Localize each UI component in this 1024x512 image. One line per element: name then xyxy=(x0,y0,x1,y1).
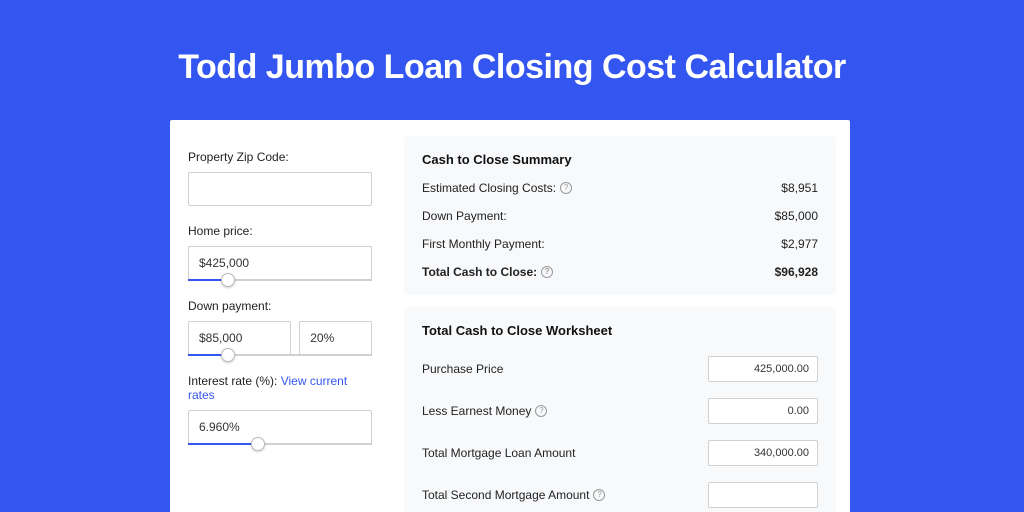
home-price-slider-thumb[interactable] xyxy=(221,273,235,287)
down-payment-slider[interactable] xyxy=(188,354,372,356)
worksheet-value-input[interactable] xyxy=(708,482,818,508)
home-price-field-group: Home price: xyxy=(188,224,372,281)
zip-label: Property Zip Code: xyxy=(188,150,372,164)
summary-row-label: First Monthly Payment: xyxy=(422,237,545,251)
worksheet-label-text: Purchase Price xyxy=(422,362,503,376)
worksheet-label-text: Less Earnest Money xyxy=(422,404,531,418)
summary-label-text: Estimated Closing Costs: xyxy=(422,181,556,195)
results-panel: Cash to Close Summary Estimated Closing … xyxy=(390,120,850,512)
calculator-card: Property Zip Code: Home price: Down paym… xyxy=(170,120,850,512)
worksheet-value-input[interactable] xyxy=(708,440,818,466)
summary-row-value: $85,000 xyxy=(775,209,818,223)
interest-rate-field-group: Interest rate (%): View current rates xyxy=(188,374,372,445)
summary-row-value: $8,951 xyxy=(781,181,818,195)
worksheet-block: Total Cash to Close Worksheet Purchase P… xyxy=(404,307,836,512)
interest-rate-input[interactable] xyxy=(188,410,372,444)
summary-label-text: Total Cash to Close: xyxy=(422,265,537,279)
worksheet-label-text: Total Mortgage Loan Amount xyxy=(422,446,575,460)
interest-rate-slider-fill xyxy=(188,443,258,445)
worksheet-title: Total Cash to Close Worksheet xyxy=(422,323,818,338)
worksheet-row-label: Purchase Price xyxy=(422,362,503,376)
worksheet-row-label: Total Mortgage Loan Amount xyxy=(422,446,575,460)
worksheet-row: Less Earnest Money? xyxy=(422,398,818,424)
summary-row: Total Cash to Close:? $96,928 xyxy=(422,265,818,279)
worksheet-row: Total Second Mortgage Amount? xyxy=(422,482,818,508)
worksheet-label-text: Total Second Mortgage Amount xyxy=(422,488,589,502)
zip-field-group: Property Zip Code: xyxy=(188,150,372,206)
help-icon[interactable]: ? xyxy=(593,489,605,501)
summary-row-label: Estimated Closing Costs:? xyxy=(422,181,572,195)
home-price-label: Home price: xyxy=(188,224,372,238)
interest-rate-slider[interactable] xyxy=(188,443,372,445)
help-icon[interactable]: ? xyxy=(535,405,547,417)
summary-block: Cash to Close Summary Estimated Closing … xyxy=(404,136,836,295)
help-icon[interactable]: ? xyxy=(541,266,553,278)
summary-row-value: $2,977 xyxy=(781,237,818,251)
summary-row-label: Total Cash to Close:? xyxy=(422,265,553,279)
home-price-slider[interactable] xyxy=(188,279,372,281)
down-payment-field-group: Down payment: xyxy=(188,299,372,356)
worksheet-value-input[interactable] xyxy=(708,356,818,382)
worksheet-row: Purchase Price xyxy=(422,356,818,382)
summary-row: Down Payment: $85,000 xyxy=(422,209,818,223)
home-price-input[interactable] xyxy=(188,246,372,280)
page-background: Todd Jumbo Loan Closing Cost Calculator … xyxy=(0,0,1024,512)
zip-input[interactable] xyxy=(188,172,372,206)
summary-row-label: Down Payment: xyxy=(422,209,507,223)
summary-label-text: First Monthly Payment: xyxy=(422,237,545,251)
summary-row: Estimated Closing Costs:? $8,951 xyxy=(422,181,818,195)
worksheet-value-input[interactable] xyxy=(708,398,818,424)
down-payment-pct-input[interactable] xyxy=(299,321,372,355)
worksheet-row: Total Mortgage Loan Amount xyxy=(422,440,818,466)
inputs-panel: Property Zip Code: Home price: Down paym… xyxy=(170,120,390,512)
down-payment-label: Down payment: xyxy=(188,299,372,313)
help-icon[interactable]: ? xyxy=(560,182,572,194)
interest-rate-label-text: Interest rate (%): xyxy=(188,374,277,388)
summary-title: Cash to Close Summary xyxy=(422,152,818,167)
interest-rate-label: Interest rate (%): View current rates xyxy=(188,374,372,402)
summary-label-text: Down Payment: xyxy=(422,209,507,223)
worksheet-row-label: Total Second Mortgage Amount? xyxy=(422,488,605,502)
worksheet-row-label: Less Earnest Money? xyxy=(422,404,547,418)
summary-row: First Monthly Payment: $2,977 xyxy=(422,237,818,251)
summary-row-value: $96,928 xyxy=(775,265,818,279)
page-title: Todd Jumbo Loan Closing Cost Calculator xyxy=(0,48,1024,87)
interest-rate-slider-thumb[interactable] xyxy=(251,437,265,451)
down-payment-input[interactable] xyxy=(188,321,291,355)
down-payment-slider-thumb[interactable] xyxy=(221,348,235,362)
